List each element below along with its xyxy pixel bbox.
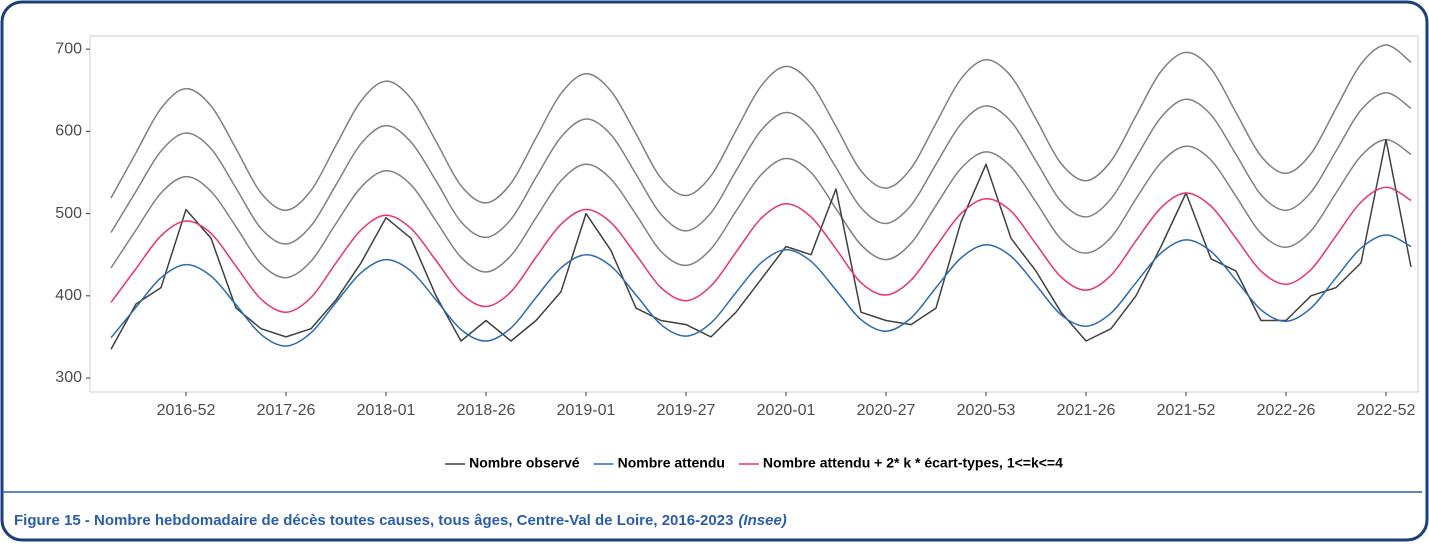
- series-line: [110, 186, 1412, 313]
- x-tick-label: 2020-27: [857, 402, 916, 419]
- caption-source: (Insee): [738, 512, 786, 529]
- series-line: [110, 91, 1412, 245]
- x-tick-label: 2018-01: [357, 402, 416, 419]
- x-tick-label: 2016-52: [157, 402, 216, 419]
- series-line: [110, 138, 1412, 279]
- y-tick-label: 600: [55, 123, 82, 140]
- legend-label: Nombre attendu + 2* k * écart-types, 1<=…: [763, 455, 1063, 471]
- series-line: [110, 44, 1412, 212]
- x-tick-label: 2018-26: [457, 402, 516, 419]
- x-tick-label: 2019-27: [657, 402, 716, 419]
- x-tick-label: 2019-01: [557, 402, 616, 419]
- x-tick-label: 2021-26: [1057, 402, 1116, 419]
- caption: Figure 15 - Nombre hebdomadaire de décès…: [14, 512, 733, 529]
- y-tick-label: 700: [55, 40, 82, 57]
- y-tick-label: 500: [55, 205, 82, 222]
- x-tick-label: 2020-01: [757, 402, 816, 419]
- x-tick-label: 2021-52: [1157, 402, 1216, 419]
- x-tick-label: 2022-52: [1357, 402, 1416, 419]
- x-tick-label: 2020-53: [957, 402, 1016, 419]
- x-tick-label: 2022-26: [1257, 402, 1316, 419]
- series-line: [110, 234, 1412, 347]
- legend-label: Nombre observé: [469, 455, 580, 471]
- y-tick-label: 400: [55, 287, 82, 304]
- legend-label: Nombre attendu: [618, 455, 725, 471]
- legend: Nombre observé Nombre attendu Nombre atten…: [445, 455, 1063, 471]
- series-line: [110, 138, 1412, 350]
- y-tick-label: 300: [55, 369, 82, 386]
- x-tick-label: 2017-26: [257, 402, 316, 419]
